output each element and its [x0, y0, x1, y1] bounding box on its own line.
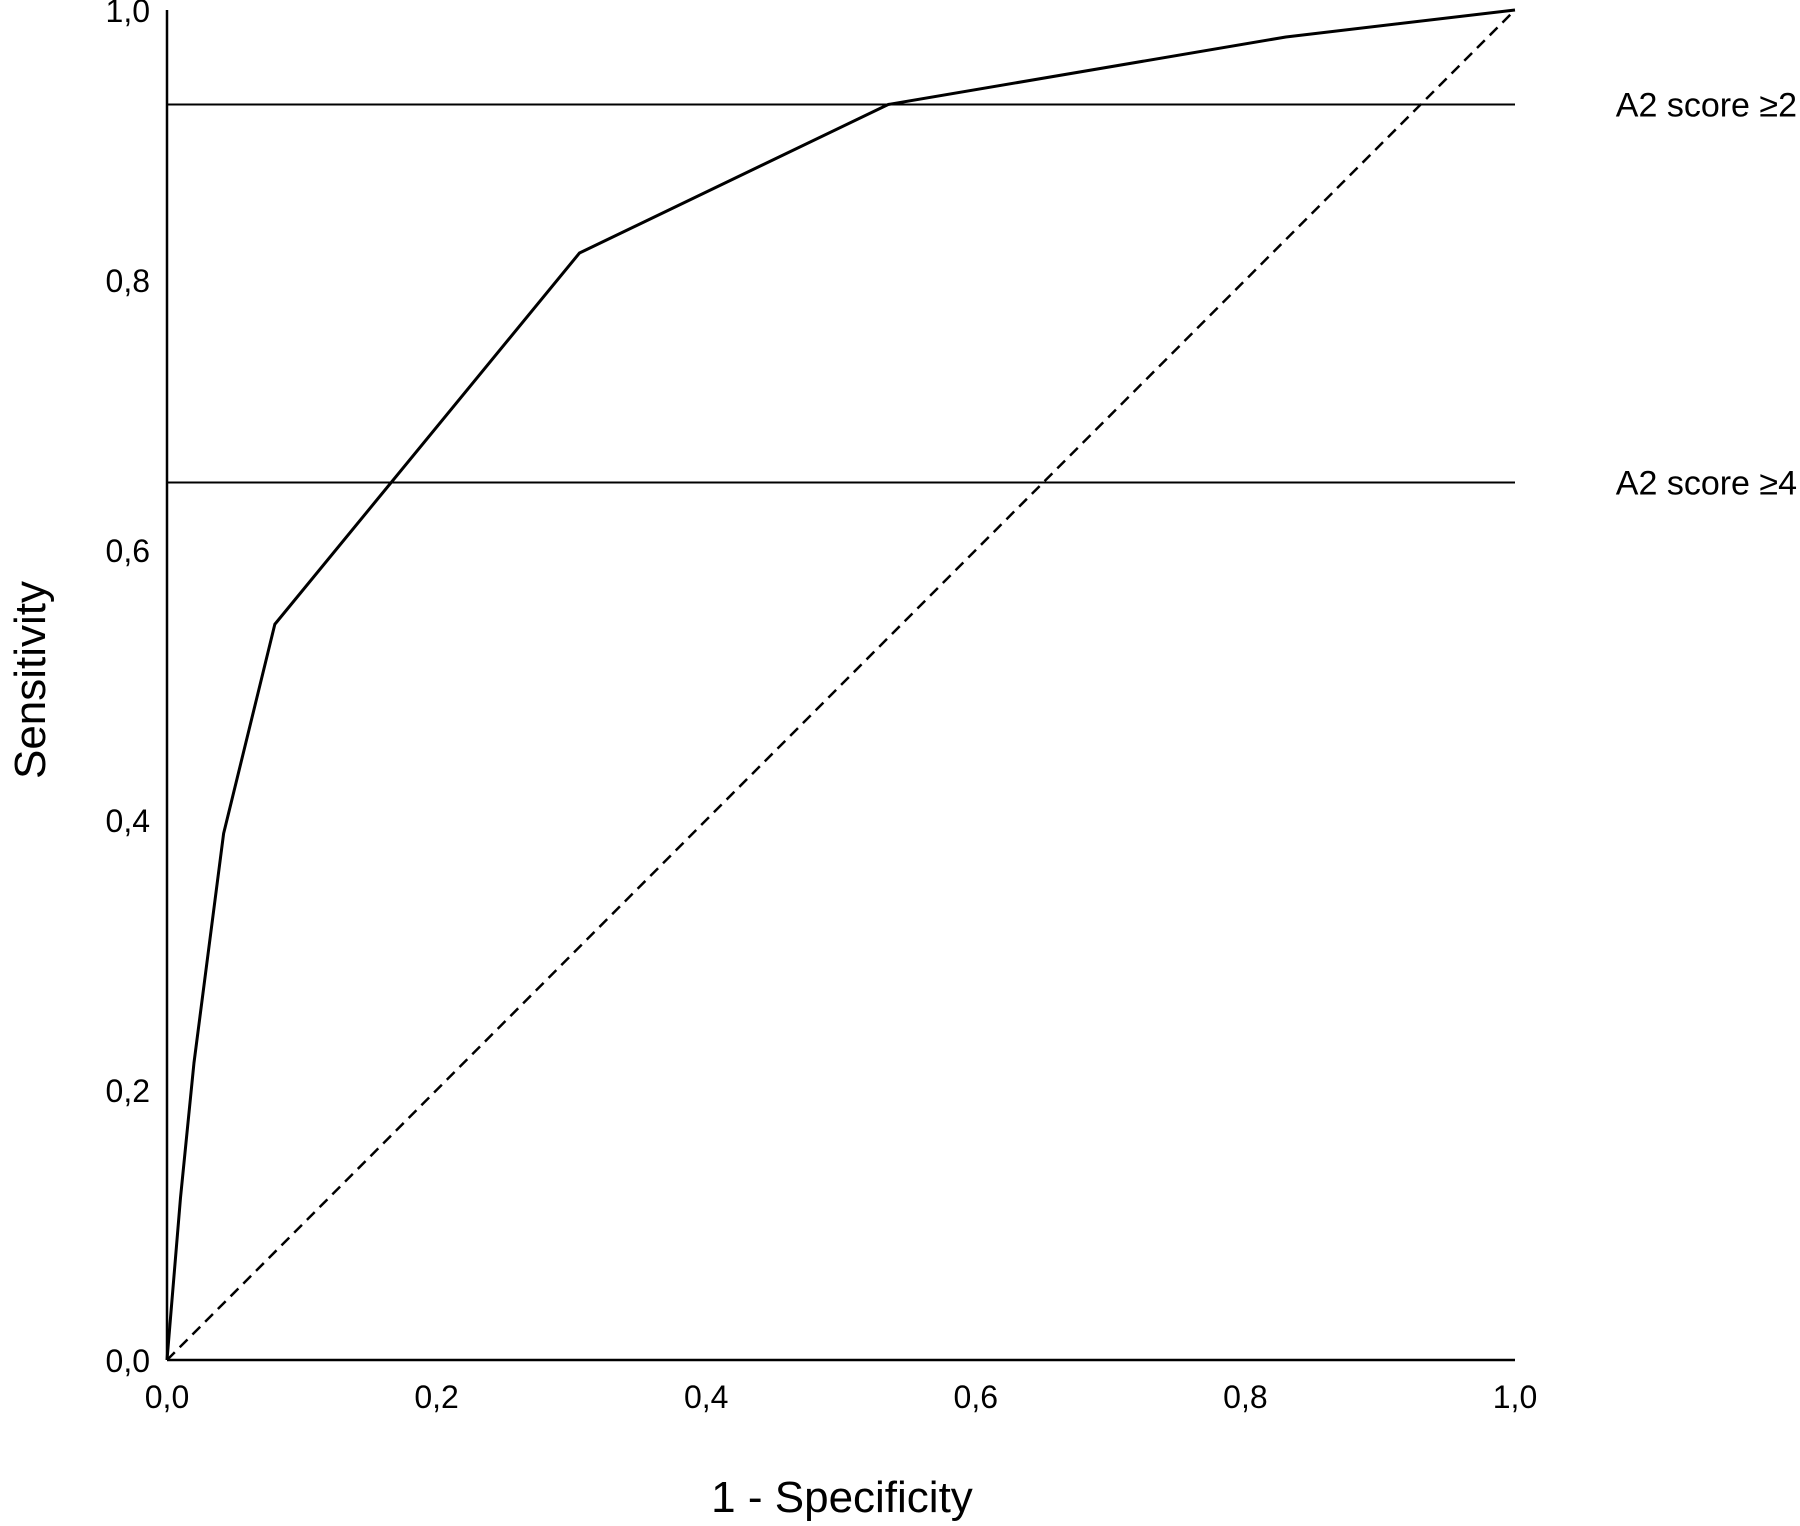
x-tick-label: 0,6	[954, 1379, 998, 1415]
y-tick-label: 0,0	[106, 1343, 150, 1379]
y-tick-label: 0,2	[106, 1073, 150, 1109]
reference-lines: A2 score ≥2 A2 score ≥4	[167, 87, 1797, 503]
axes	[165, 10, 1515, 1362]
x-tick-label: 0,4	[684, 1379, 728, 1415]
roc-curve	[165, 8, 1516, 1361]
series	[165, 8, 1516, 1361]
y-tick-label: 0,4	[106, 803, 150, 839]
x-tick-label: 1,0	[1493, 1379, 1537, 1415]
reference-diagonal-line	[166, 9, 1516, 1361]
x-tick-label: 0,0	[145, 1379, 189, 1415]
y-tick-label: 0,6	[106, 533, 150, 569]
y-tick-label: 1,0	[106, 0, 150, 29]
x-tick-label: 0,8	[1223, 1379, 1267, 1415]
reference-line-label: A2 score ≥2	[1616, 87, 1797, 125]
y-tick-label: 0,8	[106, 263, 150, 299]
y-axis-title: Sensitivity	[6, 581, 55, 779]
x-tick-label: 0,2	[414, 1379, 458, 1415]
reference-line-label: A2 score ≥4	[1616, 465, 1797, 503]
tick-labels: 0,0 0,2 0,4 0,6 0,8 1,0 0,0 0,2 0,4 0,6 0,8 1,0	[106, 0, 1538, 1415]
x-axis-title: 1 - Specificity	[711, 1473, 973, 1522]
